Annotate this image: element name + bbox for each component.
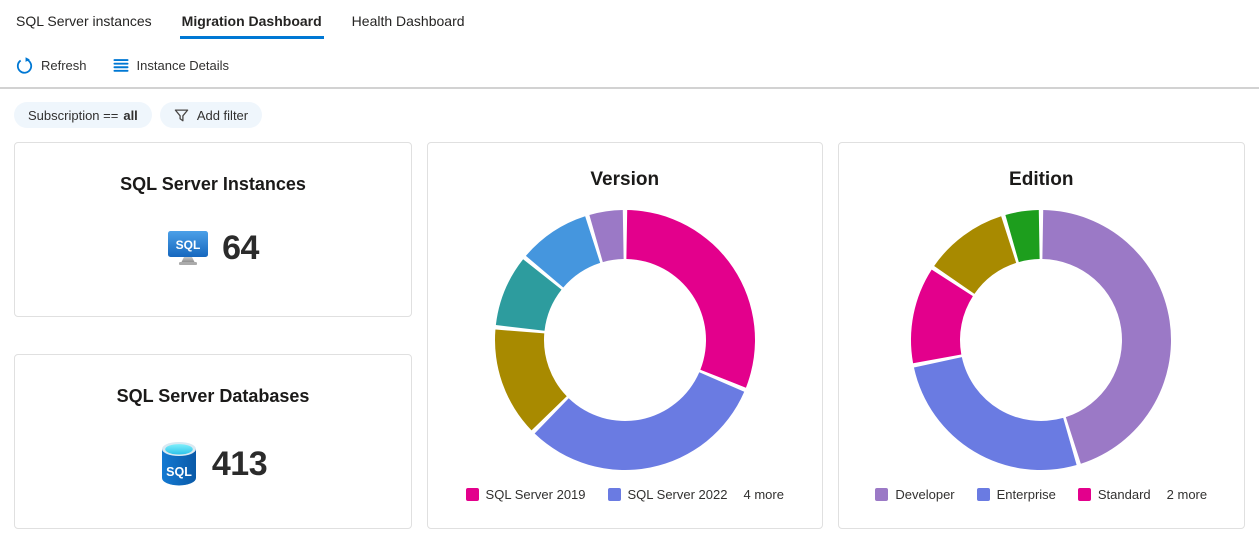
edition-legend-overflow: 2 more bbox=[1166, 487, 1208, 502]
add-filter-pill[interactable]: Add filter bbox=[159, 102, 263, 128]
donut-slice[interactable] bbox=[1005, 210, 1040, 263]
add-filter-label: Add filter bbox=[196, 107, 249, 123]
subscription-filter-value: all bbox=[123, 107, 138, 123]
legend-label: Standard bbox=[1097, 487, 1151, 502]
donut-slice[interactable] bbox=[934, 216, 1017, 294]
filter-funnel-icon bbox=[174, 109, 189, 121]
donut-slice[interactable] bbox=[495, 259, 562, 331]
version-donut-chart[interactable] bbox=[485, 200, 765, 480]
legend-item: Enterprise bbox=[976, 487, 1056, 502]
donut-slice[interactable] bbox=[534, 372, 744, 470]
instance-details-label: Instance Details bbox=[136, 58, 230, 73]
databases-card-title: SQL Server Databases bbox=[116, 386, 310, 406]
legend-item: Standard bbox=[1077, 487, 1151, 502]
legend-item: SQL Server 2022 bbox=[607, 487, 728, 502]
donut-slice[interactable] bbox=[494, 329, 567, 431]
subscription-filter-pill[interactable]: Subscription == all bbox=[14, 102, 152, 128]
svg-text:SQL: SQL bbox=[166, 465, 192, 479]
legend-item: SQL Server 2019 bbox=[465, 487, 586, 502]
donut-slice[interactable] bbox=[911, 269, 974, 364]
version-chart-title: Version bbox=[590, 169, 660, 190]
tab-health-dashboard[interactable]: Health Dashboard bbox=[351, 13, 465, 29]
svg-text:SQL: SQL bbox=[176, 238, 201, 252]
list-lines-icon bbox=[113, 59, 129, 72]
donut-slice[interactable] bbox=[589, 210, 624, 263]
version-legend: SQL Server 2019 SQL Server 2022 4 more bbox=[428, 487, 822, 502]
version-legend-overflow: 4 more bbox=[743, 487, 784, 502]
edition-chart-card: Edition Developer Enterprise Standard 2 mo… bbox=[837, 142, 1245, 529]
legend-label: SQL Server 2019 bbox=[485, 487, 586, 502]
donut-slice[interactable] bbox=[1042, 210, 1172, 464]
version-chart-card: Version SQL Server 2019 SQL Server 2022 4… bbox=[427, 142, 823, 529]
toolbar-divider bbox=[0, 87, 1259, 89]
sql-server-monitor-icon: SQL bbox=[168, 231, 209, 265]
stat-column: SQL Server Instances SQL bbox=[14, 142, 412, 529]
toolbar: Refresh Instance Details bbox=[0, 39, 1259, 87]
legend-swatch bbox=[607, 488, 621, 501]
legend-label: SQL Server 2022 bbox=[627, 487, 728, 502]
databases-count: 413 bbox=[211, 444, 268, 483]
refresh-button[interactable]: Refresh bbox=[16, 57, 87, 74]
edition-donut-wrap bbox=[839, 200, 1245, 480]
instance-details-button[interactable]: Instance Details bbox=[113, 58, 230, 73]
legend-swatch bbox=[465, 488, 479, 501]
tab-migration-dashboard[interactable]: Migration Dashboard bbox=[179, 12, 324, 39]
instances-stat-row: SQL 64 bbox=[15, 229, 411, 268]
instances-count: 64 bbox=[222, 229, 259, 267]
version-legend-items: SQL Server 2019 SQL Server 2022 bbox=[465, 487, 728, 502]
legend-swatch bbox=[976, 488, 990, 501]
databases-card: SQL Server Databases SQL bbox=[14, 354, 412, 529]
version-donut-wrap bbox=[428, 200, 822, 480]
edition-donut-chart[interactable] bbox=[901, 200, 1181, 480]
dashboard-grid: SQL Server Instances SQL bbox=[0, 128, 1259, 529]
edition-chart-title: Edition bbox=[1009, 169, 1074, 190]
edition-legend: Developer Enterprise Standard 2 more bbox=[839, 487, 1245, 502]
legend-item: Developer bbox=[875, 487, 955, 502]
sql-database-icon: SQL bbox=[161, 442, 196, 486]
donut-slice[interactable] bbox=[626, 210, 755, 388]
legend-label: Enterprise bbox=[996, 487, 1056, 502]
instances-card: SQL Server Instances SQL bbox=[14, 142, 412, 317]
legend-swatch bbox=[1077, 488, 1091, 501]
subscription-filter-field: Subscription == bbox=[28, 107, 119, 123]
edition-legend-items: Developer Enterprise Standard bbox=[875, 487, 1151, 502]
instances-card-title: SQL Server Instances bbox=[120, 174, 306, 194]
legend-swatch bbox=[875, 488, 889, 501]
refresh-label: Refresh bbox=[41, 58, 87, 73]
legend-label: Developer bbox=[895, 487, 955, 502]
filter-bar: Subscription == all Add filter bbox=[0, 89, 1259, 128]
donut-slice[interactable] bbox=[525, 216, 600, 288]
donut-slice[interactable] bbox=[914, 357, 1077, 470]
tab-bar: SQL Server instances Migration Dashboard… bbox=[0, 0, 1259, 39]
databases-stat-row: SQL 413 bbox=[15, 441, 411, 487]
refresh-icon bbox=[16, 57, 33, 74]
tab-sql-server-instances[interactable]: SQL Server instances bbox=[16, 13, 152, 29]
